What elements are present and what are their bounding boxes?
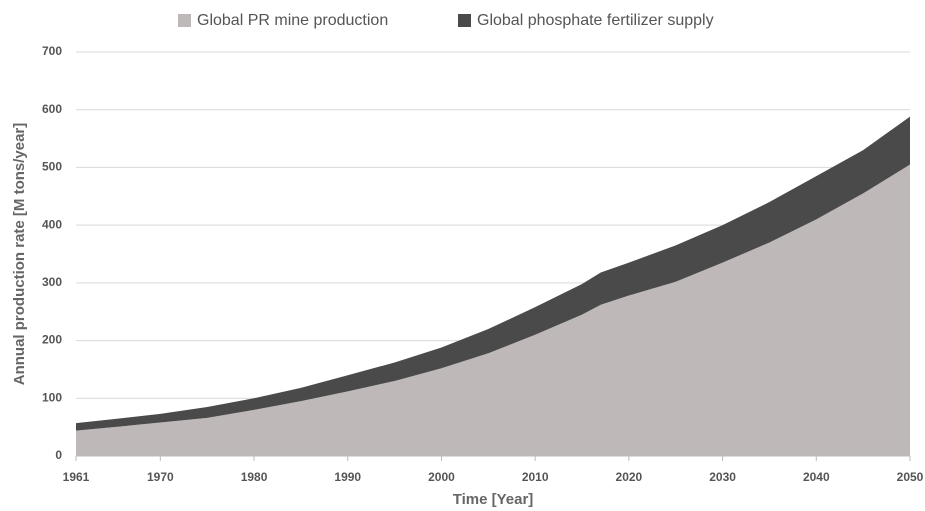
x-tick-label: 1980 <box>241 470 268 484</box>
y-tick-label: 100 <box>42 390 62 404</box>
x-axis-title: Time [Year] <box>453 491 534 508</box>
x-tick-label: 1990 <box>334 470 361 484</box>
legend-swatch <box>458 14 471 27</box>
x-tick-label: 2040 <box>803 470 830 484</box>
y-tick-label: 500 <box>42 160 62 174</box>
y-tick-label: 200 <box>42 333 62 347</box>
x-tick-label: 2030 <box>709 470 736 484</box>
x-tick-label: 2010 <box>522 470 549 484</box>
x-tick-label: 1961 <box>63 470 90 484</box>
y-tick-label: 400 <box>42 217 62 231</box>
legend-label: Global PR mine production <box>197 12 388 29</box>
y-tick-label: 0 <box>55 448 62 462</box>
y-tick-label: 600 <box>42 102 62 116</box>
x-tick-label: 2050 <box>897 470 924 484</box>
y-axis-title: Annual production rate [M tons/year] <box>11 123 28 386</box>
legend-swatch <box>178 14 191 27</box>
legend-label: Global phosphate fertilizer supply <box>477 12 714 29</box>
x-tick-label: 2000 <box>428 470 455 484</box>
y-tick-label: 700 <box>42 44 62 58</box>
x-tick-label: 1970 <box>147 470 174 484</box>
y-tick-label: 300 <box>42 275 62 289</box>
area <box>76 164 910 457</box>
x-tick-label: 2020 <box>616 470 643 484</box>
